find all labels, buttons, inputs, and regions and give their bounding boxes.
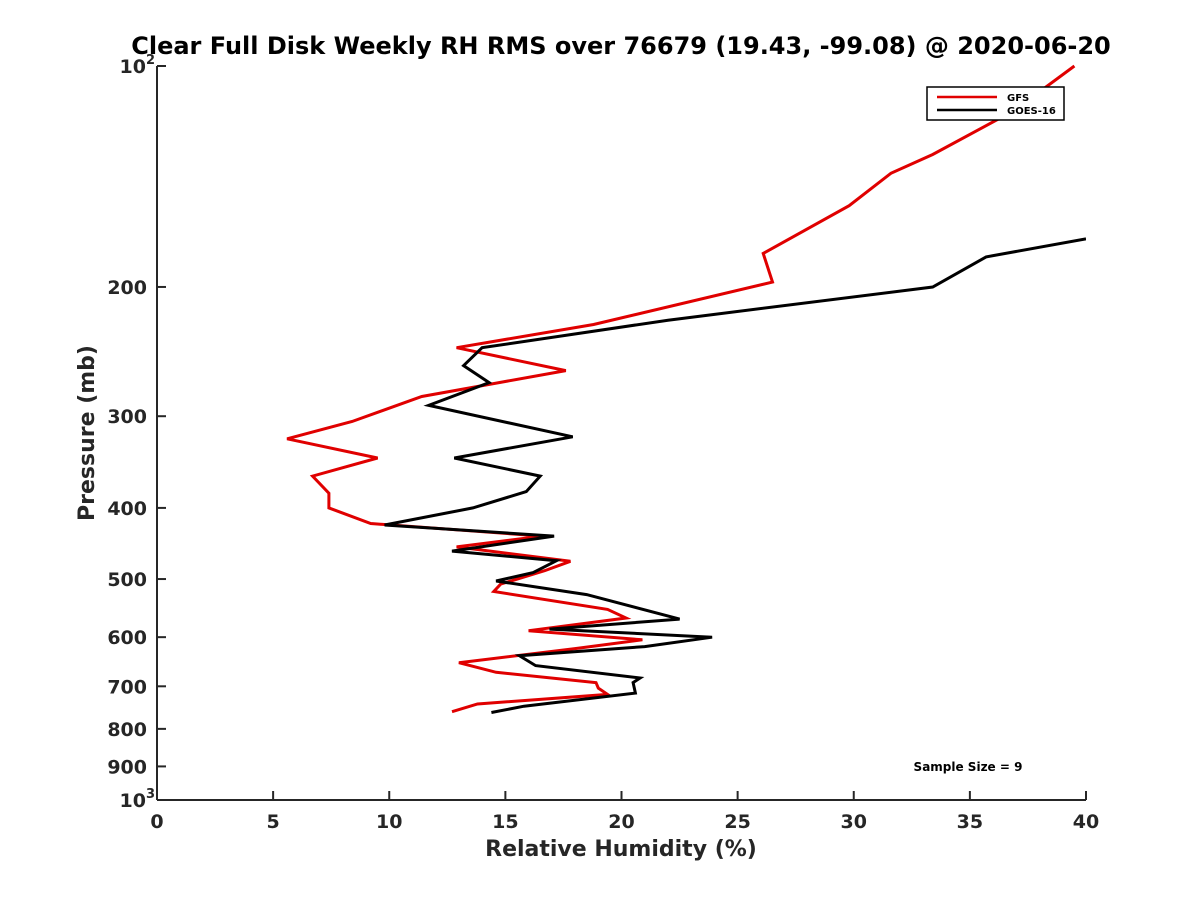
y-tick-label: 900 [107, 756, 147, 778]
y-tick-label: 600 [107, 627, 147, 649]
legend-box [926, 86, 1065, 121]
series-line-goes-16 [384, 237, 1086, 714]
x-tick-label: 10 [376, 811, 402, 833]
legend: GFS GOES-16 [926, 86, 1065, 121]
x-axis-label: Relative Humidity (%) [485, 837, 757, 862]
y-tick-label: 300 [107, 406, 147, 428]
series-layer [286, 64, 1086, 714]
series-line-gfs [286, 64, 1076, 714]
x-tick-label: 25 [724, 811, 750, 833]
y-tick-label: 800 [107, 719, 147, 741]
x-tick-label: 5 [267, 811, 280, 833]
y-tick-label: 700 [107, 676, 147, 698]
chart-title: Clear Full Disk Weekly RH RMS over 76679… [131, 32, 1111, 60]
x-tick-label: 0 [150, 811, 163, 833]
x-tick-label: 35 [957, 811, 983, 833]
legend-label-gfs: GFS [1007, 93, 1029, 104]
sample-size-annotation: Sample Size = 9 [914, 760, 1023, 774]
y-axis-label: Pressure (mb) [75, 345, 100, 521]
x-tick-label: 20 [608, 811, 634, 833]
legend-label-goes-16: GOES-16 [1007, 106, 1056, 117]
axes-layer: 0 5 10 15 20 25 30 35 40 102 200 300 400 500 600 700 800… [107, 53, 1099, 833]
y-tick-label: 103 [120, 787, 156, 812]
x-tick-label: 15 [492, 811, 518, 833]
y-tick-label: 400 [107, 498, 147, 520]
x-tick-label: 30 [841, 811, 867, 833]
x-tick-label: 40 [1073, 811, 1099, 833]
y-tick-label: 200 [107, 277, 147, 299]
y-tick-label: 102 [120, 53, 156, 78]
y-tick-label: 500 [107, 569, 147, 591]
